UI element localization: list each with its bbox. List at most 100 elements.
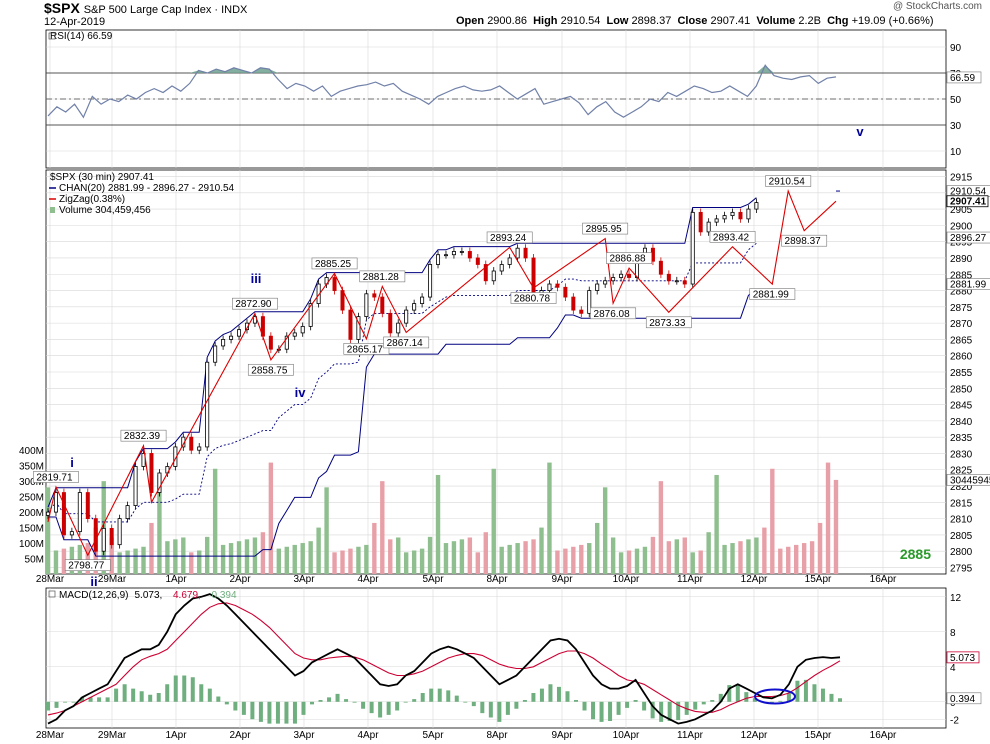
volume-bar [228,543,234,574]
macd-x-label: 28Mar [36,730,65,741]
macd-histogram-bar [156,693,161,702]
pivot-label-box [606,252,652,264]
rsi-last-label: 66.59 [950,73,975,84]
price-x-label: 11Apr [677,574,704,585]
price-x-label: 1Apr [165,574,187,585]
macd-histogram-bar [395,701,400,711]
volume-bar [212,468,218,574]
rsi-legend-icon [48,32,56,40]
candle-body [722,215,727,220]
candle-body [428,264,433,298]
candle-body [523,247,528,259]
chan-legend: CHAN(20) 2881.99 - 2896.27 - 2910.54 [59,183,235,194]
candle-body [189,436,194,451]
volume-bar [539,527,544,574]
macd-tick-label: -2 [950,715,959,726]
macd-histogram-bar [369,701,374,714]
candle-body [499,264,504,272]
pivot-label-box [64,559,111,572]
macd-histogram-bar [812,684,817,702]
pivot-label: 2858.75 [251,365,288,376]
macd-histogram-bar [250,701,255,720]
chg-label: Chg [827,15,849,27]
candle-body [85,492,90,520]
volume-bar [634,548,640,574]
pivot-label-box [486,231,533,244]
pivot-label-box [33,471,79,483]
candle-body [547,283,552,291]
candle-body [316,283,321,304]
volume-bar [595,522,600,574]
macd-histogram-bar [420,693,425,702]
macd-histogram-bar [105,697,110,702]
volume-bar [555,550,560,574]
candle-body [611,277,616,282]
candle-body [467,251,472,259]
volume-bar [411,550,417,574]
pivot-label-box [359,270,406,283]
volume-bar [396,537,401,574]
volume-bar [332,552,337,574]
macd-histogram-bar [667,701,672,721]
volume-bar [642,546,648,574]
volume-bar [165,541,170,574]
price-tick-label: 2900 [950,221,973,232]
candle-body [205,361,210,448]
macd-histogram-bar [744,692,749,702]
price-x-label: 12Apr [741,574,768,585]
volume-bar [571,546,576,574]
macd-histogram-bar [752,698,757,702]
price-x-label: 5Apr [422,574,444,585]
wave-label-ii: ii [90,574,97,589]
candle-body [109,527,114,546]
candle-body [117,518,122,546]
price-tick-label: 2875 [950,303,973,314]
volume-bar [284,546,289,574]
price-x-label: 4Apr [357,574,379,585]
channel-middle [47,242,757,523]
macd-x-label: 16Apr [870,730,897,741]
hist-last-label-box [946,692,982,705]
hist-last-label: 0.394 [950,694,975,705]
volume-bar [738,541,743,574]
candle-body [682,280,687,285]
price-x-label: 2Apr [229,574,251,585]
macd-last-label: 5.073 [950,653,975,664]
volume-bar [579,544,584,574]
volume-bar [682,537,687,574]
macd-histogram-bar [165,684,170,702]
candle-body [125,505,130,520]
volume-bar [778,548,783,574]
volume-bar [348,548,353,574]
candle-body [53,492,58,513]
macd-histogram-bar [565,691,570,702]
macd-histogram-bar [80,697,85,702]
volume-bar [467,537,473,574]
candle-body [579,309,584,314]
macd-histogram-bar [241,701,246,715]
crossover-highlight-ellipse [754,688,796,705]
volume-bar [292,544,297,574]
volume-bar [515,543,520,574]
candle-body [149,453,154,493]
volume-tick-label: 50M [25,555,44,566]
macd-legend-value: 5.073, [135,590,163,601]
candle-body [380,296,385,314]
candle-body [348,309,353,340]
volume-bar [491,468,496,574]
chart-date: 12-Apr-2019 [44,16,106,28]
volume-bar [340,550,345,574]
volume-bar [364,544,369,574]
channel-high-label: 2910.54 [950,187,987,198]
candle-body [268,335,273,350]
candle-body [372,293,377,298]
macd-histogram-bar [505,701,510,715]
volume-bar [547,462,552,574]
candle-body [730,211,735,217]
candle-body [364,293,369,318]
macd-histogram-bar [735,684,740,702]
candle-body [229,335,234,340]
candle-body [388,312,393,334]
